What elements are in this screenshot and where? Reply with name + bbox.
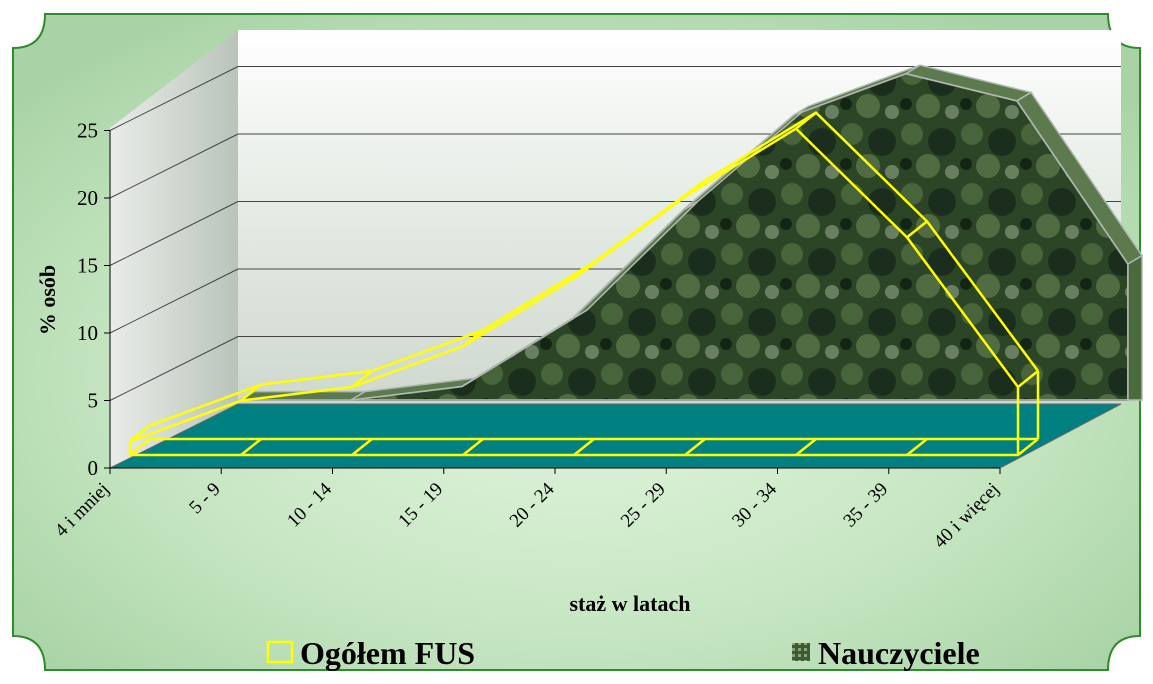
- gridline-side: [109, 66, 239, 131]
- area-ogolem-fus-edge: [573, 261, 595, 280]
- gridline-side: [109, 336, 239, 401]
- area-ogolem-fus-edge: [351, 370, 373, 388]
- floor: [109, 403, 1122, 469]
- series-nauczyciele: [237, 64, 1144, 401]
- area-nauczyciele-cap: [1127, 254, 1143, 401]
- area-ogolem-fus-edge: [129, 424, 151, 443]
- area-ogolem-fus-edge: [795, 111, 817, 130]
- legend: Ogółem FUS Nauczyciele: [266, 635, 980, 671]
- gridline-side: [109, 268, 239, 334]
- area-ogolem-fus-edge: [1017, 370, 1039, 388]
- y-axis-title: % osób: [35, 265, 60, 335]
- y-tick-label: 15: [77, 254, 98, 278]
- area-ogolem-fus-floor-edge: [1017, 438, 1039, 456]
- area-ogolem-fus-floor-edge: [462, 438, 484, 456]
- y-axis-ticks: 0 5 10 15 20 25: [77, 119, 111, 480]
- legend-label-ogolem-fus: Ogółem FUS: [300, 635, 475, 671]
- area-ogolem-fus-edge: [462, 329, 484, 348]
- series-ogolem-fus: [128, 111, 1040, 457]
- y-tick-label: 5: [88, 389, 99, 413]
- area-ogolem-fus-floor-edge: [351, 438, 373, 456]
- area-ogolem-fus-edge: [240, 383, 262, 402]
- legend-label-nauczyciele: Nauczyciele: [818, 635, 980, 671]
- area-ogolem-fus-floor-edge: [129, 438, 151, 456]
- area-ogolem-fus-floor-edge: [795, 438, 817, 456]
- y-tick-label: 25: [77, 119, 98, 143]
- y-tick-label: 0: [88, 456, 99, 480]
- area-ogolem-fus-edge: [906, 220, 928, 239]
- legend-swatch-ogolem-fus: [266, 640, 294, 664]
- area-ogolem-fus-floor-edge: [240, 438, 262, 456]
- side-wall: [110, 30, 238, 468]
- area-ogolem-fus-edge: [684, 179, 706, 198]
- gridline-side: [109, 133, 239, 199]
- x-axis-title: staż w latach: [570, 591, 691, 616]
- legend-swatch-nauczyciele: [792, 643, 810, 661]
- area-ogolem-fus-floor-edge: [684, 438, 706, 456]
- y-tick-label: 10: [77, 321, 98, 345]
- gridline-side: [109, 201, 239, 266]
- area-ogolem-fus-floor-edge: [906, 438, 928, 456]
- area-ogolem-fus-floor-edge: [573, 438, 595, 456]
- y-tick-label: 20: [77, 186, 98, 210]
